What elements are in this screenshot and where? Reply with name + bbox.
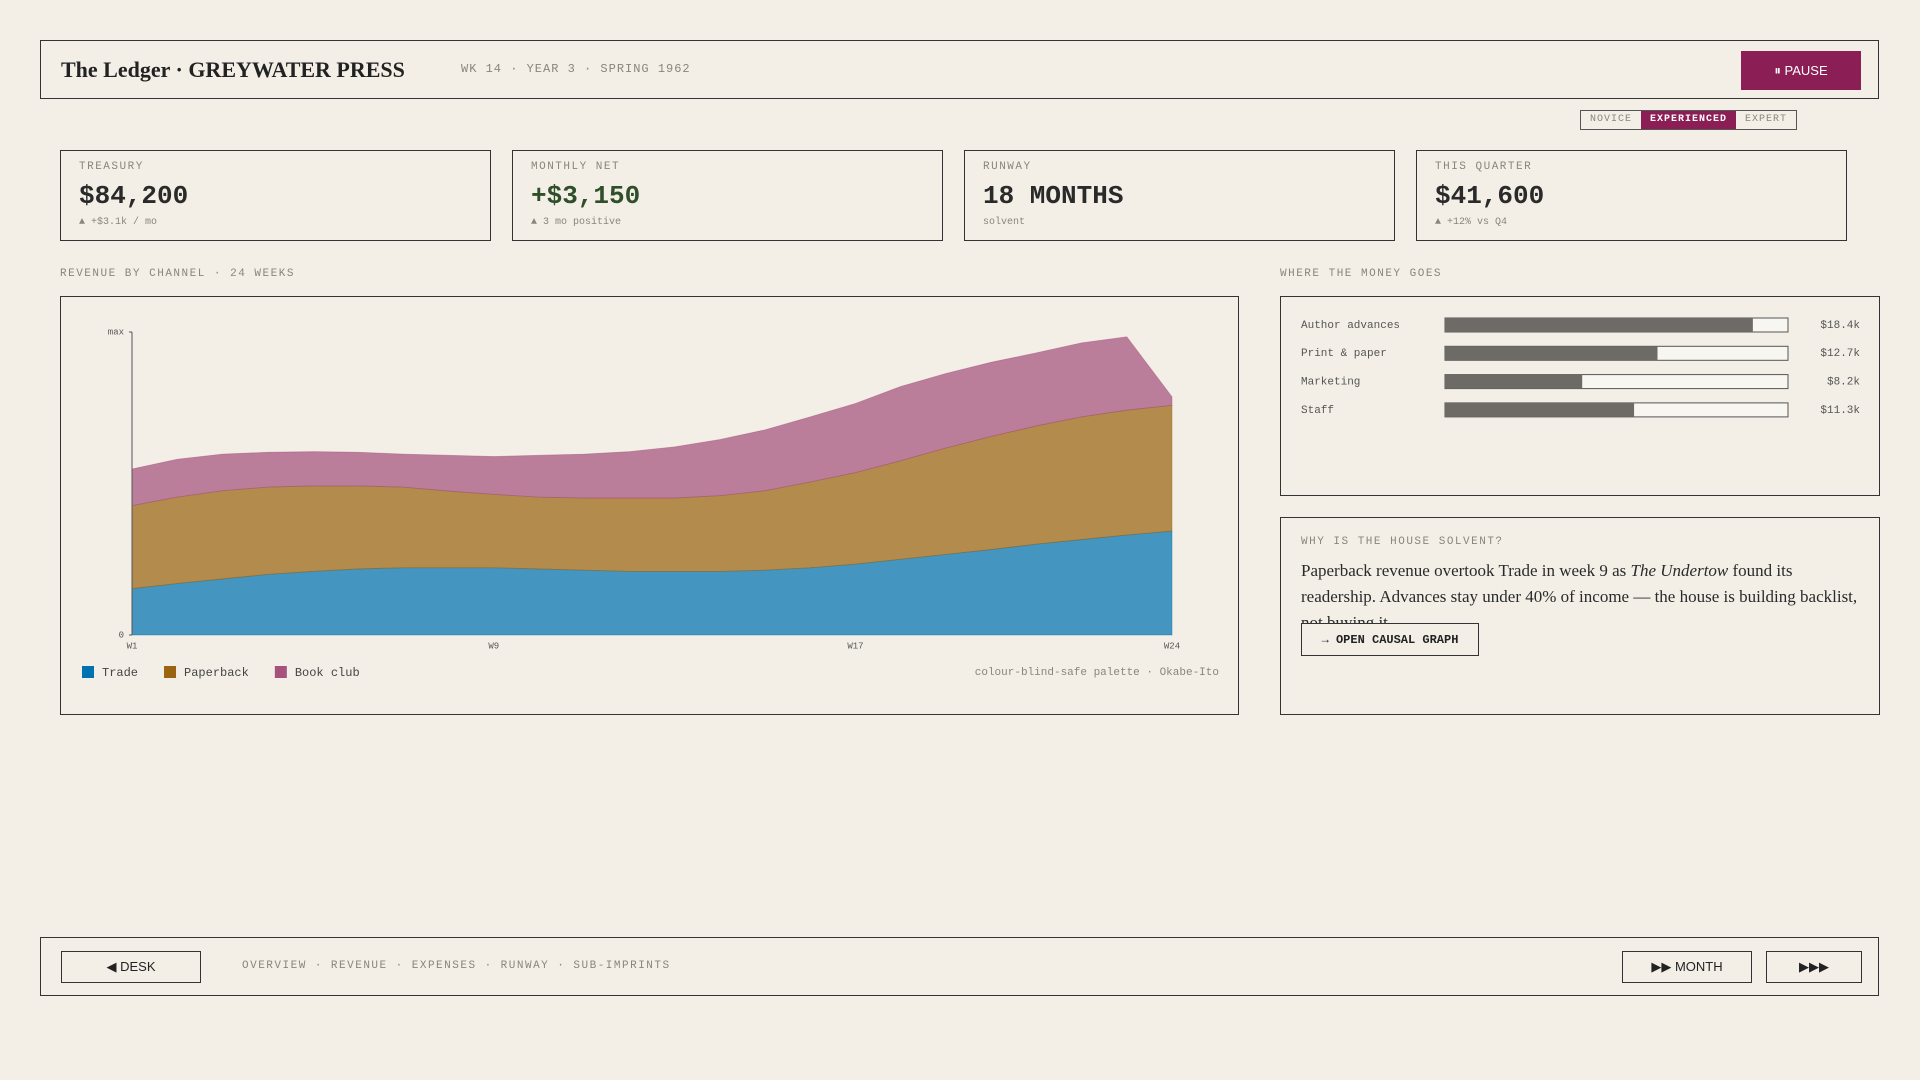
kpi-sub: ▲ +12% vs Q4 (1435, 217, 1508, 228)
kpi-sub: ▲ 3 mo positive (531, 217, 622, 228)
app-title: The Ledger · GREYWATER PRESS (61, 57, 405, 82)
causal-graph-button[interactable]: → OPEN CAUSAL GRAPH (1301, 623, 1479, 656)
bar-label: Print & paper (1301, 348, 1387, 360)
nav-item[interactable]: EXPENSES (411, 960, 477, 972)
bar-value: $18.4k (1820, 320, 1860, 332)
difficulty-option[interactable]: EXPERT (1745, 114, 1788, 125)
nav-separator: · (484, 960, 493, 972)
kpi-value: $84,200 (79, 181, 189, 211)
expense-panel: Author advances $18.4k Print & paper $12.7k… (1280, 296, 1880, 496)
x-tick-label: W24 (1164, 641, 1180, 651)
legend-swatch (164, 666, 177, 678)
bar-label: Author advances (1301, 320, 1400, 332)
nav-item[interactable]: REVENUE (330, 960, 388, 972)
header-bar: The Ledger · GREYWATER PRESS WK 14 · YEA… (40, 40, 1879, 99)
bar (1445, 346, 1658, 361)
bar (1445, 318, 1753, 332)
kpi-value: 18 MONTHS (983, 181, 1124, 211)
insight-label: WHY IS THE HOUSE SOLVENT? (1301, 536, 1504, 548)
bar-chart: Author advances $18.4k Print & paper $12.7k… (1301, 317, 1860, 418)
game-date: WK 14 · YEAR 3 · SPRING 1962 (461, 62, 691, 76)
insight-title: The Undertow (1630, 561, 1729, 580)
chart-note: colour-blind-safe palette · Okabe-Ito (975, 667, 1219, 679)
bar-label: Marketing (1301, 377, 1360, 389)
difficulty-option[interactable]: NOVICE (1590, 114, 1633, 125)
bar-value: $12.7k (1820, 348, 1860, 360)
nav-item[interactable]: RUNWAY (500, 960, 550, 972)
legend-swatch (82, 666, 94, 678)
pause-button[interactable]: ⏸ PAUSE (1741, 51, 1861, 90)
area-chart: 0 max W1 W9 W17 W24 Trade Paperback Book club col… (82, 327, 1219, 680)
nav-separator: · (395, 960, 404, 972)
legend-label: Paperback (184, 666, 249, 680)
kpi-label: MONTHLY NET (531, 161, 621, 173)
kpi-sub: ▲ +$3.1k / mo (79, 217, 158, 228)
bar-value: $11.3k (1820, 405, 1860, 417)
nav-separator: · (314, 960, 323, 972)
desk-button[interactable]: ◀ DESK (61, 951, 201, 983)
month-button[interactable]: ▶▶ MONTH (1622, 951, 1752, 983)
kpi-card: RUNWAY 18 MONTHS solvent (964, 150, 1395, 241)
nav-item[interactable]: SUB-IMPRINTS (573, 960, 671, 972)
insight-panel: WHY IS THE HOUSE SOLVENT? Paperback reve… (1280, 517, 1880, 715)
kpi-value: $41,600 (1435, 181, 1545, 211)
chart-panel: 0 max W1 W9 W17 W24 Trade Paperback Book club col… (60, 296, 1239, 715)
kpi-card: THIS QUARTER $41,600 ▲ +12% vs Q4 (1416, 150, 1847, 241)
difficulty-option[interactable]: EXPERIENCED (1641, 111, 1737, 129)
insight-text-part: Paperback revenue overtook Trade in week… (1301, 561, 1631, 580)
kpi-label: TREASURY (79, 161, 144, 173)
x-tick-label: W1 (127, 641, 138, 651)
kpi-card: MONTHLY NET +$3,150 ▲ 3 mo positive (512, 150, 943, 241)
footer-bar: ◀ DESK OVERVIEW · REVENUE · EXPENSES · RUNWAY ·… (40, 937, 1879, 996)
legend-label: Trade (102, 666, 138, 680)
bar (1445, 402, 1635, 417)
nav-item[interactable]: OVERVIEW (242, 960, 307, 972)
nav: OVERVIEW · REVENUE · EXPENSES · RUNWAY · SUB-IMP… (242, 960, 679, 972)
kpi-card: TREASURY $84,200 ▲ +$3.1k / mo (60, 150, 491, 241)
legend-swatch (274, 666, 287, 678)
skip-button[interactable]: ▶▶▶ (1766, 951, 1862, 983)
x-tick-label: W17 (847, 641, 863, 651)
kpi-label: THIS QUARTER (1435, 161, 1533, 173)
legend-label: Book club (295, 666, 360, 680)
bar-value: $8.2k (1827, 377, 1860, 389)
y-tick-label: max (108, 327, 124, 337)
kpi-sub: solvent (983, 217, 1026, 228)
bar (1445, 374, 1583, 389)
nav-separator: · (557, 960, 566, 972)
kpi-value: +$3,150 (531, 181, 641, 211)
bar-label: Staff (1301, 405, 1334, 417)
kpi-label: RUNWAY (983, 161, 1032, 173)
x-tick-label: W9 (488, 641, 499, 651)
insight-text: Paperback revenue overtook Trade in week… (1301, 558, 1861, 636)
section-title: WHERE THE MONEY GOES (1280, 268, 1443, 280)
y-tick-label: 0 (119, 630, 124, 640)
difficulty-toggle: NOVICE EXPERIENCED EXPERT (1580, 110, 1798, 130)
section-title: REVENUE BY CHANNEL · 24 WEEKS (60, 268, 295, 280)
area-series (131, 336, 1173, 507)
